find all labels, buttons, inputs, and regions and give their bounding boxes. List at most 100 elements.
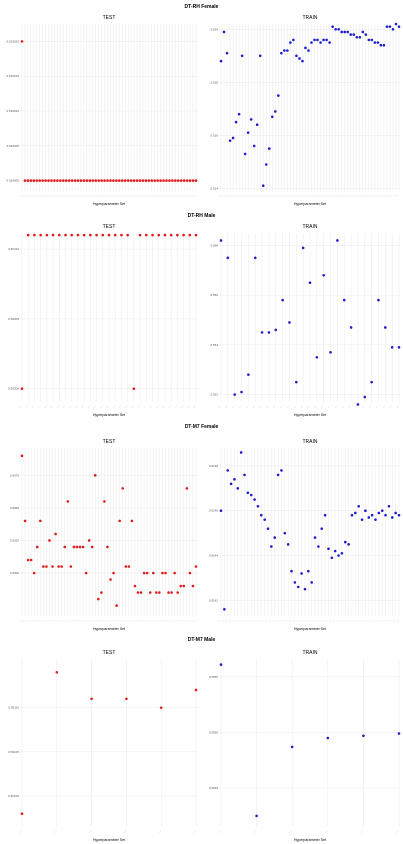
data-point: [292, 38, 295, 42]
y-tick-label: 0.5144: [209, 554, 219, 558]
data-point: [191, 179, 195, 182]
data-point: [76, 179, 80, 182]
x-tick-label: ——: [326, 619, 330, 623]
data-point: [194, 233, 198, 237]
x-tick-label: ——: [181, 405, 185, 409]
data-point: [103, 500, 106, 503]
data-point: [41, 179, 44, 182]
x-tick-label: ——: [190, 194, 194, 198]
x-tick-label: ——: [302, 619, 306, 623]
x-tick-label: ——: [348, 405, 352, 409]
data-point: [112, 571, 115, 575]
data-point: [331, 25, 334, 28]
data-point: [159, 179, 162, 182]
data-point: [45, 233, 49, 237]
y-tick-label: 0.552: [210, 393, 218, 397]
data-point: [308, 281, 312, 285]
data-point: [35, 545, 39, 549]
data-point: [118, 179, 121, 182]
data-point: [260, 513, 263, 517]
y-tick-label: 0.50200: [8, 387, 19, 391]
data-point: [364, 509, 367, 513]
data-point: [177, 179, 180, 182]
data-point: [61, 179, 65, 182]
x-tick-label: ——: [25, 619, 29, 623]
x-tick-label: ——: [384, 194, 388, 198]
x-tick-label: ——: [252, 405, 256, 409]
data-point: [356, 403, 360, 406]
panel-title: TEST: [103, 224, 116, 230]
data-point: [255, 123, 259, 127]
data-point: [148, 591, 152, 594]
x-tick-label: ——: [19, 405, 23, 409]
y-tick-label: 0.5148: [209, 464, 219, 468]
x-tick-label: ——: [193, 194, 197, 198]
data-point: [23, 519, 27, 523]
x-tick-label: ——: [321, 194, 325, 198]
x-tick-label: ——: [315, 194, 319, 198]
x-tick-label: ——: [318, 194, 322, 198]
y-tick-label: 0.5555: [209, 675, 219, 679]
x-tick-label: ——: [172, 194, 176, 198]
x-tick-label: ——: [390, 194, 394, 198]
data-point: [95, 233, 98, 237]
data-point: [53, 179, 56, 182]
data-point: [135, 179, 139, 182]
x-tick-label: ——: [56, 405, 60, 409]
data-point: [370, 380, 373, 384]
data-point: [142, 571, 146, 575]
data-point: [253, 256, 257, 260]
data-point: [228, 139, 232, 142]
data-point: [322, 38, 325, 42]
data-point: [397, 346, 401, 349]
data-point: [182, 179, 186, 182]
section-1: DT-RH Female TEST 0.510000 0.510005 0.510010…: [6, 4, 401, 206]
x-tick-label: ——: [81, 405, 85, 409]
data-point: [270, 115, 274, 119]
x-tick-label: ——: [332, 619, 336, 623]
x-tick-label: ——: [59, 619, 63, 623]
data-point: [243, 473, 246, 477]
x-tick-label: ——: [193, 405, 197, 409]
data-point: [165, 179, 168, 182]
data-point: [115, 604, 118, 607]
y-tick-label: 0.50110: [8, 706, 19, 710]
x-tick-label: ——: [99, 194, 103, 198]
data-point: [310, 41, 313, 44]
data-point: [385, 25, 389, 28]
x-tick-label: ——: [382, 405, 386, 409]
x-tick-label: ——: [134, 194, 138, 198]
x-tick-label: ——: [383, 619, 387, 623]
x-tick-label: ——: [28, 194, 32, 198]
data-point: [103, 179, 106, 182]
data-point: [219, 663, 223, 666]
data-point: [323, 513, 327, 517]
data-point: [38, 179, 41, 182]
x-tick-label: ——: [218, 619, 222, 623]
x-tick-label: ——: [280, 405, 284, 409]
x-tick-label: ——: [31, 194, 35, 198]
x-tick-label: ——: [336, 194, 340, 198]
x-tick-label: ——: [275, 619, 279, 623]
data-point: [185, 179, 189, 182]
x-tick-label: ——: [289, 830, 293, 834]
data-point: [342, 298, 346, 302]
x-tick-label: ——: [225, 619, 229, 623]
data-point: [303, 587, 307, 591]
data-point: [194, 565, 198, 568]
x-tick-label: ——: [110, 194, 114, 198]
data-point: [290, 569, 293, 573]
x-tick-label: ——: [242, 194, 246, 198]
x-tick-label: ——: [348, 194, 352, 198]
y-tick-label: 0.510000: [6, 179, 19, 183]
x-tick-label: ——: [40, 619, 44, 623]
x-tick-label: ——: [34, 619, 38, 623]
x-tick-label: ——: [296, 194, 300, 198]
x-tick-label: ——: [163, 619, 167, 623]
data-point: [322, 273, 325, 277]
data-point: [325, 38, 328, 42]
data-point: [47, 179, 50, 182]
x-tick-label: ——: [72, 194, 76, 198]
x-axis-label: Hyperparameter Set: [294, 202, 326, 206]
